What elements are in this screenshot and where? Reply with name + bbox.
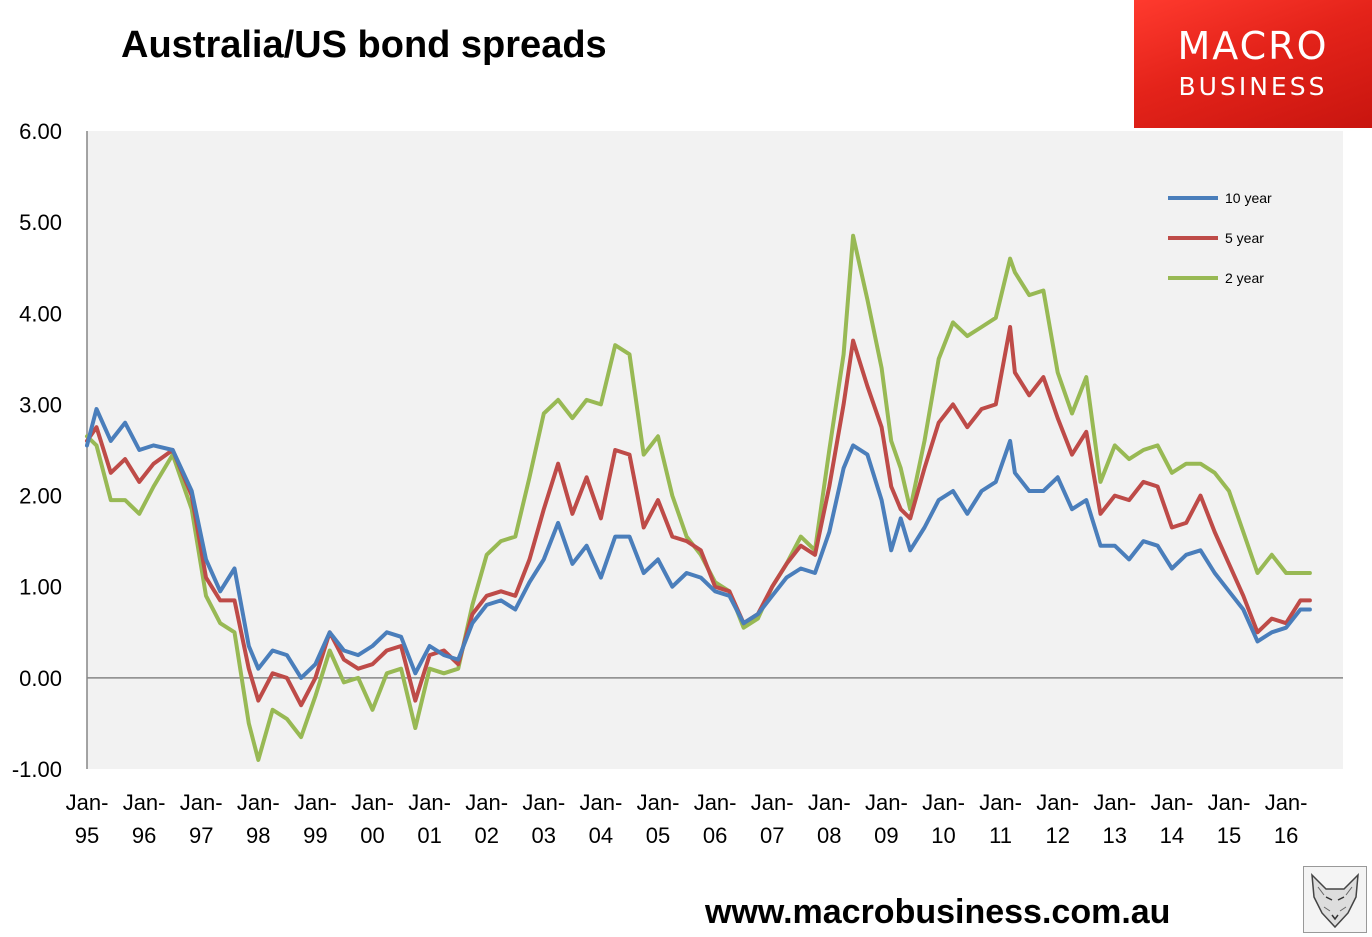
x-tick-label-bottom: 00 — [360, 823, 384, 848]
chart-title: Australia/US bond spreads — [121, 24, 607, 66]
x-tick-label-top: Jan- — [351, 790, 394, 815]
y-tick-label: 1.00 — [19, 575, 62, 600]
x-tick-label-bottom: 12 — [1045, 823, 1069, 848]
plot-area — [87, 131, 1343, 769]
x-tick-label-top: Jan- — [1265, 790, 1308, 815]
x-tick-label-top: Jan- — [180, 790, 223, 815]
y-tick-label: 2.00 — [19, 484, 62, 509]
x-tick-label-bottom: 99 — [303, 823, 327, 848]
x-tick-label-bottom: 01 — [417, 823, 441, 848]
x-tick-label-top: Jan- — [1208, 790, 1251, 815]
macrobusiness-logo: MACRO BUSINESS — [1134, 0, 1372, 128]
x-tick-label-bottom: 95 — [75, 823, 99, 848]
logo-line-2: BUSINESS — [1178, 72, 1328, 101]
x-tick-label-bottom: 02 — [474, 823, 498, 848]
bond-spread-chart: 6.00 5.00 4.00 3.00 2.00 1.00 0.00 -1.00 Jan- 95… — [12, 119, 1343, 848]
x-tick-label-top: Jan- — [922, 790, 965, 815]
x-tick-label-top: Jan- — [808, 790, 851, 815]
x-tick-label-top: Jan- — [751, 790, 794, 815]
x-tick-label-top: Jan- — [237, 790, 280, 815]
x-tick-label-top: Jan- — [1093, 790, 1136, 815]
y-tick-label: -1.00 — [12, 757, 62, 782]
x-tick-label-top: Jan- — [465, 790, 508, 815]
x-tick-label-top: Jan- — [522, 790, 565, 815]
x-tick-label-top: Jan- — [979, 790, 1022, 815]
x-tick-label-top: Jan- — [865, 790, 908, 815]
y-tick-label: 6.00 — [19, 119, 62, 144]
x-tick-label-bottom: 09 — [874, 823, 898, 848]
x-tick-label-top: Jan- — [580, 790, 623, 815]
y-tick-label: 4.00 — [19, 301, 62, 326]
x-tick-label-bottom: 98 — [246, 823, 270, 848]
x-tick-labels: Jan- 95 Jan- 96 Jan- 97 Jan- 98 Jan- 99 Jan- 00 Jan-… — [66, 790, 1308, 848]
x-tick-label-bottom: 96 — [132, 823, 156, 848]
x-tick-label-bottom: 11 — [989, 823, 1012, 848]
x-tick-label-bottom: 10 — [931, 823, 955, 848]
x-tick-label-bottom: 97 — [189, 823, 213, 848]
x-tick-label-bottom: 03 — [532, 823, 556, 848]
x-tick-label-bottom: 07 — [760, 823, 784, 848]
footer-url: www.macrobusiness.com.au — [705, 893, 1171, 931]
legend: 10 year 5 year 2 year — [1168, 190, 1272, 286]
x-tick-label-top: Jan- — [294, 790, 337, 815]
x-tick-label-top: Jan- — [1151, 790, 1194, 815]
x-tick-label-top: Jan- — [637, 790, 680, 815]
x-tick-label-bottom: 16 — [1274, 823, 1298, 848]
x-tick-label-top: Jan- — [694, 790, 737, 815]
x-tick-label-bottom: 08 — [817, 823, 841, 848]
x-tick-label-bottom: 13 — [1103, 823, 1127, 848]
x-tick-label-bottom: 15 — [1217, 823, 1241, 848]
y-tick-label: 5.00 — [19, 210, 62, 235]
fox-logo-icon — [1303, 866, 1367, 933]
y-tick-label: 3.00 — [19, 392, 62, 417]
y-tick-label: 0.00 — [19, 666, 62, 691]
series-line-10-year — [85, 407, 1312, 680]
legend-label: 5 year — [1225, 230, 1264, 246]
legend-label: 2 year — [1225, 270, 1264, 286]
legend-label: 10 year — [1225, 190, 1272, 206]
x-tick-label-top: Jan- — [123, 790, 166, 815]
series-lines — [85, 233, 1312, 762]
x-tick-label-bottom: 14 — [1160, 823, 1184, 848]
series-line-5-year — [85, 325, 1312, 708]
x-tick-label-bottom: 04 — [589, 823, 613, 848]
x-tick-label-bottom: 06 — [703, 823, 727, 848]
logo-line-1: MACRO — [1177, 24, 1329, 68]
x-tick-label-bottom: 05 — [646, 823, 670, 848]
x-tick-label-top: Jan- — [66, 790, 109, 815]
x-tick-label-top: Jan- — [1036, 790, 1079, 815]
x-tick-label-top: Jan- — [408, 790, 451, 815]
y-tick-labels: 6.00 5.00 4.00 3.00 2.00 1.00 0.00 -1.00 — [12, 119, 62, 782]
